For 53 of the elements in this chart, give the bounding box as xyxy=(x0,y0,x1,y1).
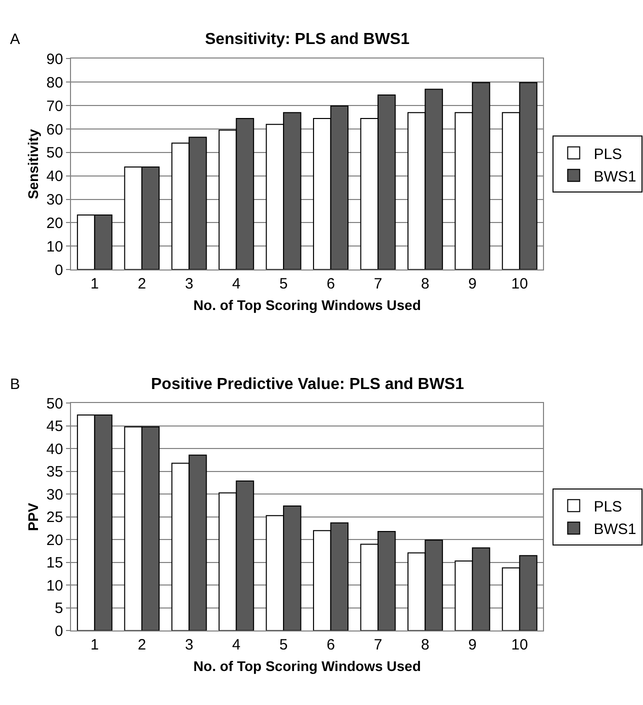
y-tick-label: 25 xyxy=(46,509,64,526)
y-tick-label: 70 xyxy=(46,98,64,115)
x-tick-label: 6 xyxy=(326,276,335,293)
y-tick-label: 20 xyxy=(46,214,64,232)
y-tick-label: 15 xyxy=(46,554,64,572)
y-tick-label: 0 xyxy=(54,262,64,279)
x-tick-label: 8 xyxy=(421,276,430,293)
chart-title: Sensitivity: PLS and BWS1 xyxy=(205,31,410,48)
y-tick-label: 35 xyxy=(46,464,64,481)
x-tick-label: 7 xyxy=(374,636,382,654)
legend-label: BWS1 xyxy=(594,168,636,186)
x-tick-label: 9 xyxy=(468,276,477,293)
y-tick-label: 20 xyxy=(46,532,64,549)
x-tick-label: 8 xyxy=(421,636,430,654)
x-tick-label: 10 xyxy=(511,636,528,654)
y-tick-label: 40 xyxy=(46,168,64,186)
y-tick-label: 45 xyxy=(46,418,64,436)
x-tick-label: 10 xyxy=(511,276,528,293)
y-tick-label: 10 xyxy=(46,577,64,594)
x-tick-label: 2 xyxy=(138,636,146,654)
x-tick-label: 4 xyxy=(232,636,240,654)
y-tick-label: 90 xyxy=(46,50,64,68)
x-tick-label: 3 xyxy=(184,636,194,654)
legend-label: BWS1 xyxy=(594,521,636,538)
y-tick-label: 40 xyxy=(46,440,64,458)
x-tick-label: 3 xyxy=(184,276,194,293)
y-axis-title: Sensitivity xyxy=(24,128,41,200)
y-tick-label: 0 xyxy=(54,622,64,640)
y-tick-label: 50 xyxy=(46,395,64,412)
text: B xyxy=(10,376,20,393)
legend-label: PLS xyxy=(594,146,622,163)
chart-title: Positive Predictive Value: PLS and BWS1 xyxy=(151,376,464,393)
x-tick-label: 5 xyxy=(279,636,288,654)
x-tick-label: 4 xyxy=(232,276,240,293)
x-tick-label: 2 xyxy=(138,276,146,293)
x-axis-title: No. of Top Scoring Windows Used xyxy=(193,296,421,313)
x-tick-label: 7 xyxy=(374,276,382,293)
x-tick-label: 9 xyxy=(468,636,477,654)
y-tick-label: 5 xyxy=(54,600,64,618)
y-tick-label: 30 xyxy=(46,192,64,209)
y-tick-label: 60 xyxy=(46,121,64,138)
x-tick-label: 1 xyxy=(90,636,99,654)
text: A xyxy=(10,31,20,48)
legend-label: PLS xyxy=(594,498,622,516)
y-tick-label: 10 xyxy=(46,238,64,256)
x-tick-label: 5 xyxy=(279,276,288,293)
y-tick-label: 30 xyxy=(46,486,64,504)
y-tick-label: 50 xyxy=(46,144,64,162)
y-tick-label: 80 xyxy=(46,74,64,92)
x-tick-label: 6 xyxy=(326,636,335,654)
x-tick-label: 1 xyxy=(90,276,99,293)
y-axis-title: PPV xyxy=(24,502,41,531)
x-axis-title: No. of Top Scoring Windows Used xyxy=(193,658,421,674)
